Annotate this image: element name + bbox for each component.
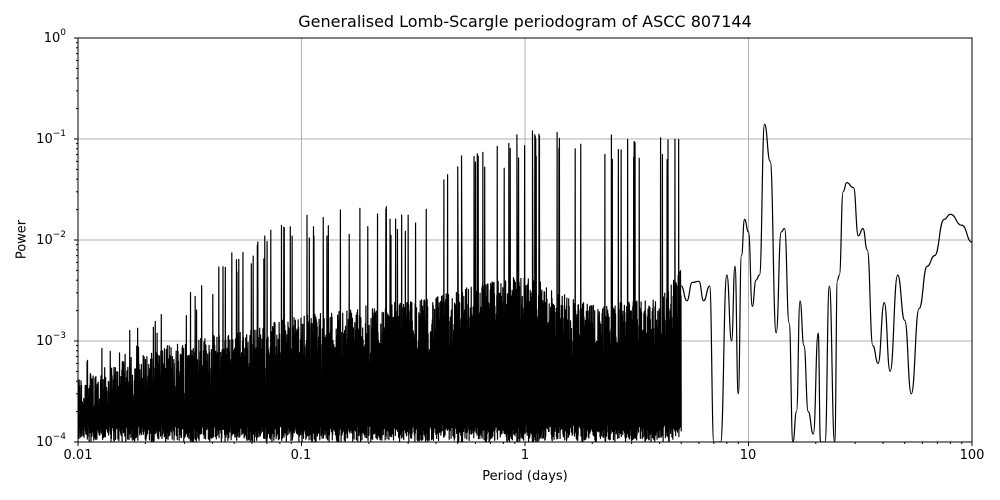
chart-title: Generalised Lomb-Scargle periodogram of … bbox=[298, 12, 752, 31]
x-tick-label: 1 bbox=[520, 448, 530, 463]
y-axis-label: Power bbox=[14, 219, 30, 260]
y-tick-label: 10−2 bbox=[36, 229, 66, 249]
x-tick-label: 0.01 bbox=[63, 448, 93, 463]
y-tick-label: 10−1 bbox=[36, 128, 66, 148]
y-tick-label: 10−4 bbox=[36, 431, 66, 451]
power-series-line bbox=[78, 123, 972, 442]
x-axis-label: Period (days) bbox=[482, 469, 568, 484]
x-tick-label: 100 bbox=[959, 448, 985, 463]
axis-ticks bbox=[74, 37, 973, 446]
x-tick-label: 10 bbox=[739, 448, 757, 463]
y-tick-label: 100 bbox=[43, 27, 66, 47]
y-tick-label: 10−3 bbox=[36, 330, 66, 350]
x-tick-label: 0.1 bbox=[290, 448, 312, 463]
